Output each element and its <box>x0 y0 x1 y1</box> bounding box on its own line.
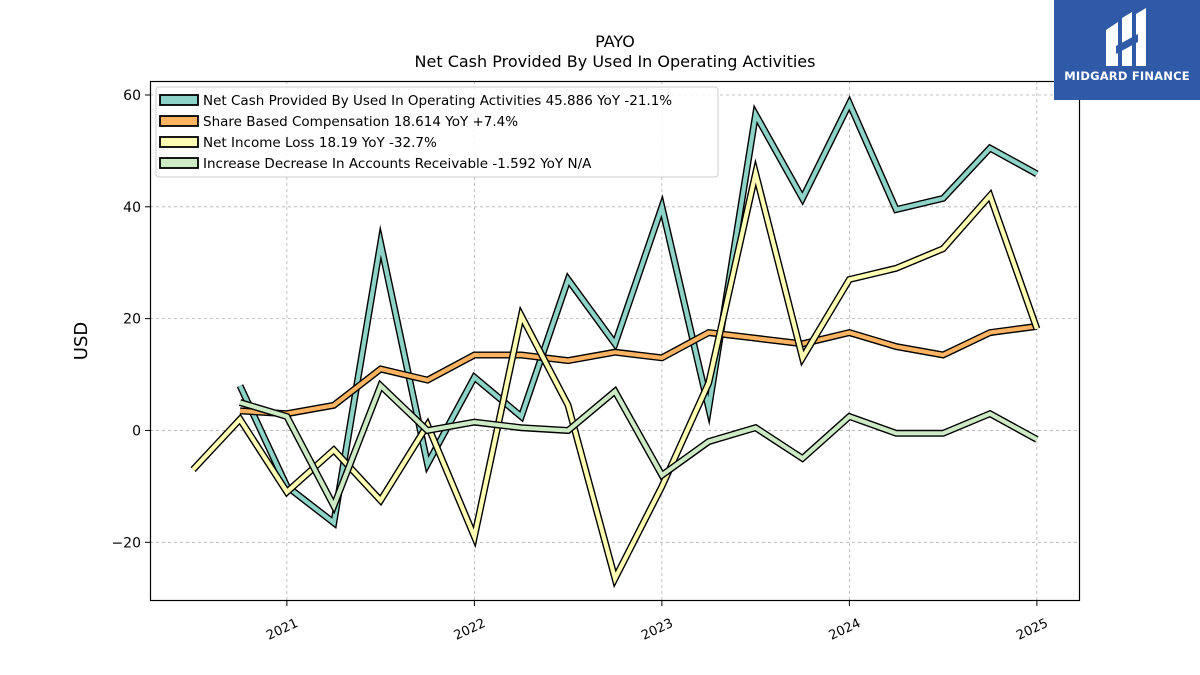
legend-swatch <box>159 136 199 148</box>
x-tick-label: 2023 <box>639 616 675 644</box>
y-tick-label: 60 <box>123 88 141 104</box>
legend-item: Increase Decrease In Accounts Receivable… <box>159 156 592 172</box>
chart-title: PAYO <box>595 32 635 51</box>
x-tick-label: 2021 <box>264 616 300 644</box>
series-line <box>236 95 1039 530</box>
chart-subtitle: Net Cash Provided By Used In Operating A… <box>415 52 816 71</box>
legend-box <box>155 86 719 178</box>
x-tick-label: 2024 <box>827 616 863 644</box>
legend-item: Net Cash Provided By Used In Operating A… <box>159 93 672 109</box>
legend-swatch <box>159 115 199 127</box>
brand-name: MIDGARD FINANCE <box>1064 69 1190 83</box>
y-tick-label: 0 <box>132 423 141 439</box>
legend-swatch <box>159 94 199 106</box>
legend-item: Net Income Loss 18.19 YoY -32.7% <box>159 135 437 151</box>
y-tick-label: 40 <box>123 200 141 216</box>
y-tick-label: −20 <box>111 535 141 551</box>
series-stroke <box>239 324 1038 416</box>
plot-frame <box>149 80 1081 602</box>
series-stroke <box>191 164 1039 585</box>
series-group <box>190 95 1041 589</box>
legend-item: Share Based Compensation 18.614 YoY +7.4… <box>159 114 518 130</box>
series-outline <box>190 158 1041 589</box>
series-stroke <box>238 98 1038 527</box>
brand-logo: MIDGARD FINANCE <box>1054 0 1200 100</box>
brand-mark-icon <box>1106 8 1146 66</box>
legend-swatch <box>159 157 199 169</box>
legend-label: Net Income Loss 18.19 YoY -32.7% <box>203 135 437 151</box>
x-tick-label: 2022 <box>452 616 488 644</box>
legend-label: Net Cash Provided By Used In Operating A… <box>203 93 672 109</box>
legend-label: Share Based Compensation 18.614 YoY +7.4… <box>203 114 518 130</box>
series-line <box>190 158 1041 589</box>
legend-label: Increase Decrease In Accounts Receivable… <box>203 156 592 172</box>
y-axis-label: USD <box>71 322 92 360</box>
y-tick-label: 20 <box>123 312 141 328</box>
legend: Net Cash Provided By Used In Operating A… <box>155 86 719 178</box>
series-line <box>239 322 1038 418</box>
series-line <box>238 379 1039 515</box>
series-stroke <box>239 382 1038 511</box>
x-tick-label: 2025 <box>1014 616 1050 644</box>
series-outline <box>238 379 1039 515</box>
